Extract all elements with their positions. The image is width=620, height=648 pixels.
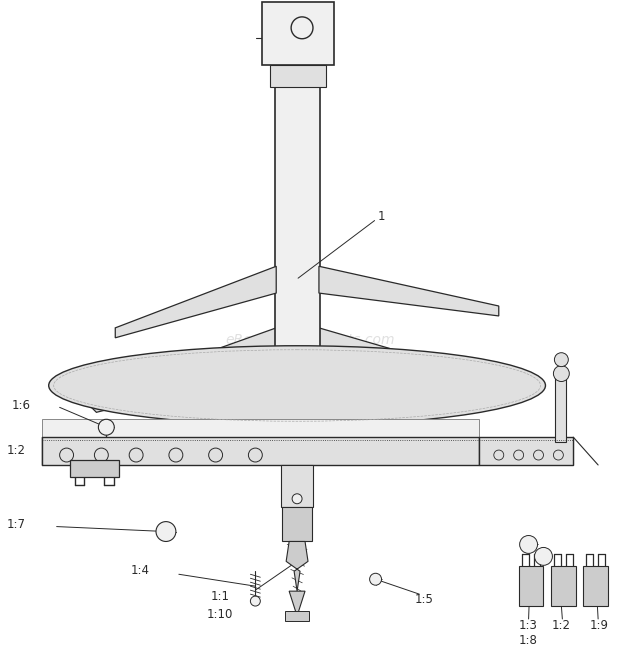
Circle shape	[534, 450, 544, 460]
Circle shape	[514, 450, 524, 460]
Circle shape	[94, 448, 108, 462]
Circle shape	[554, 365, 569, 382]
Polygon shape	[262, 2, 334, 65]
Polygon shape	[281, 465, 313, 507]
Polygon shape	[69, 460, 119, 477]
Text: 1:4: 1:4	[131, 564, 150, 577]
Circle shape	[249, 448, 262, 462]
Text: 1:1: 1:1	[211, 590, 229, 603]
Circle shape	[250, 596, 260, 606]
Text: 1:6: 1:6	[12, 399, 31, 412]
Circle shape	[534, 548, 552, 565]
Polygon shape	[282, 507, 312, 542]
Ellipse shape	[49, 346, 546, 425]
Polygon shape	[479, 437, 574, 465]
Circle shape	[554, 450, 564, 460]
Polygon shape	[519, 566, 544, 606]
Circle shape	[156, 522, 176, 542]
Circle shape	[129, 448, 143, 462]
Circle shape	[291, 17, 313, 39]
Text: 1: 1	[378, 210, 385, 223]
Text: 1:7: 1:7	[7, 518, 26, 531]
Circle shape	[209, 448, 223, 462]
Text: 1:3: 1:3	[519, 619, 538, 632]
Polygon shape	[319, 328, 524, 402]
Polygon shape	[115, 266, 277, 338]
Polygon shape	[551, 566, 576, 606]
Text: 1:5: 1:5	[414, 593, 433, 606]
Text: 1:9: 1:9	[589, 619, 608, 632]
Circle shape	[494, 450, 503, 460]
Text: eReplacementParts.com: eReplacementParts.com	[225, 333, 395, 347]
Text: 1:2: 1:2	[7, 444, 26, 457]
Circle shape	[554, 353, 569, 367]
Polygon shape	[42, 419, 479, 437]
Circle shape	[520, 535, 538, 553]
Text: 1:8: 1:8	[519, 634, 538, 647]
Polygon shape	[319, 266, 498, 316]
Polygon shape	[289, 591, 305, 616]
Polygon shape	[275, 87, 320, 388]
Polygon shape	[286, 542, 308, 591]
Circle shape	[292, 494, 302, 503]
Polygon shape	[81, 328, 277, 412]
Circle shape	[60, 448, 74, 462]
Polygon shape	[270, 65, 326, 87]
Circle shape	[169, 448, 183, 462]
Polygon shape	[583, 566, 608, 606]
Polygon shape	[285, 611, 309, 621]
Text: 1:10: 1:10	[206, 608, 233, 621]
Polygon shape	[556, 378, 566, 442]
Circle shape	[99, 419, 114, 435]
Text: 1:2: 1:2	[551, 619, 570, 632]
Circle shape	[370, 573, 381, 585]
Polygon shape	[42, 437, 479, 465]
